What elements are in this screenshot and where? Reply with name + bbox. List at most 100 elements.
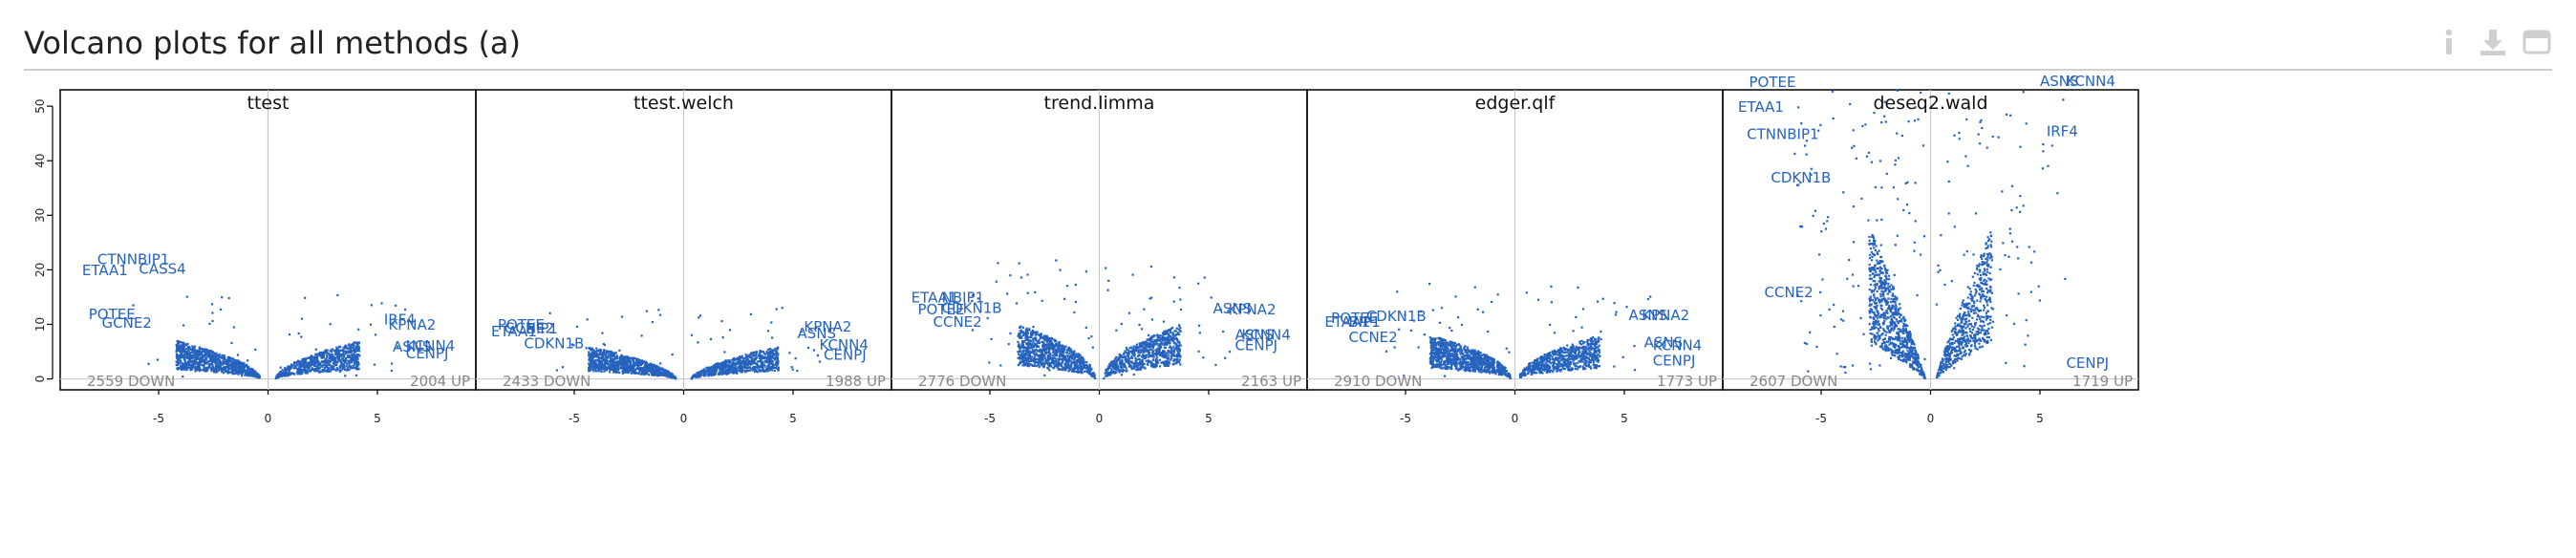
data-point — [1152, 335, 1155, 338]
data-point — [318, 367, 321, 370]
data-point — [1050, 365, 1053, 368]
data-point — [723, 372, 726, 376]
expand-icon[interactable] — [2522, 27, 2552, 57]
data-point — [1227, 310, 1230, 312]
data-point — [180, 350, 182, 353]
gene-label: CCNE2 — [934, 313, 982, 331]
data-point — [658, 366, 661, 369]
data-point — [1023, 364, 1026, 367]
data-point — [1060, 347, 1063, 350]
data-point — [1039, 341, 1041, 344]
data-point — [1025, 351, 1028, 354]
data-point — [355, 342, 359, 345]
data-point — [1048, 369, 1051, 372]
data-point — [1113, 372, 1116, 375]
download-icon[interactable] — [2478, 27, 2508, 57]
data-point — [741, 356, 743, 359]
data-point — [1018, 353, 1020, 356]
data-point — [336, 360, 339, 364]
data-point — [640, 360, 643, 363]
data-point — [1126, 348, 1128, 352]
data-point — [1177, 352, 1180, 354]
data-point — [1050, 341, 1054, 344]
data-point — [731, 361, 734, 365]
data-point — [1178, 358, 1181, 361]
data-point — [742, 359, 745, 363]
data-point — [249, 370, 252, 373]
data-point — [723, 351, 726, 354]
data-point — [597, 350, 600, 353]
data-point — [619, 366, 623, 369]
data-point — [1049, 356, 1052, 359]
data-point — [609, 365, 612, 368]
data-point — [698, 372, 701, 375]
data-point — [621, 315, 624, 318]
data-point — [1143, 356, 1147, 359]
data-point — [191, 359, 194, 362]
data-point — [1061, 350, 1063, 353]
data-point — [331, 350, 333, 354]
data-point — [1156, 336, 1159, 339]
data-point — [623, 366, 626, 369]
data-point — [1074, 283, 1077, 287]
data-point — [1152, 343, 1156, 347]
data-point — [608, 363, 611, 366]
data-point — [590, 352, 593, 354]
data-point — [1159, 338, 1162, 342]
data-point — [1061, 358, 1063, 361]
data-point — [1162, 338, 1166, 341]
data-point — [755, 352, 758, 354]
data-point — [762, 352, 765, 354]
data-point — [650, 369, 653, 372]
data-point — [1224, 356, 1227, 359]
data-point — [1028, 328, 1031, 331]
info-icon[interactable] — [2434, 27, 2464, 57]
data-point — [1070, 361, 1074, 364]
data-point — [1147, 352, 1150, 354]
data-point — [1027, 365, 1030, 368]
data-point — [329, 370, 332, 373]
data-point — [328, 360, 331, 363]
data-point — [740, 367, 742, 370]
data-point — [252, 371, 256, 374]
data-point — [280, 375, 283, 377]
data-point — [592, 349, 595, 352]
data-point — [1141, 364, 1144, 367]
data-point — [1170, 358, 1172, 361]
data-point — [1059, 353, 1062, 356]
data-point — [205, 358, 208, 361]
data-point — [1067, 347, 1070, 350]
data-point — [1178, 359, 1181, 363]
data-point — [294, 366, 297, 369]
data-point — [770, 351, 773, 354]
data-point — [215, 352, 218, 354]
data-point — [347, 352, 350, 354]
data-point — [1417, 346, 1420, 349]
data-point — [641, 361, 644, 364]
data-point — [1031, 350, 1034, 353]
data-point — [738, 357, 741, 360]
data-point — [1060, 364, 1063, 367]
data-point — [277, 376, 280, 379]
data-point — [614, 352, 617, 354]
data-point — [1166, 340, 1169, 343]
data-point — [1046, 344, 1050, 347]
data-point — [1057, 343, 1060, 346]
data-point — [1150, 318, 1153, 321]
data-point — [603, 363, 606, 367]
data-point — [1047, 354, 1050, 357]
data-point — [247, 368, 249, 371]
data-point — [1025, 333, 1028, 336]
data-point — [1076, 369, 1080, 372]
data-point — [229, 371, 232, 374]
data-point — [301, 362, 305, 366]
data-point — [724, 371, 727, 374]
data-point — [1072, 361, 1076, 364]
data-point — [147, 362, 150, 365]
data-point — [615, 370, 618, 373]
data-point — [1049, 362, 1052, 365]
x-tick-label: 5 — [374, 412, 381, 425]
data-point — [1074, 300, 1077, 304]
data-point — [1178, 354, 1181, 357]
